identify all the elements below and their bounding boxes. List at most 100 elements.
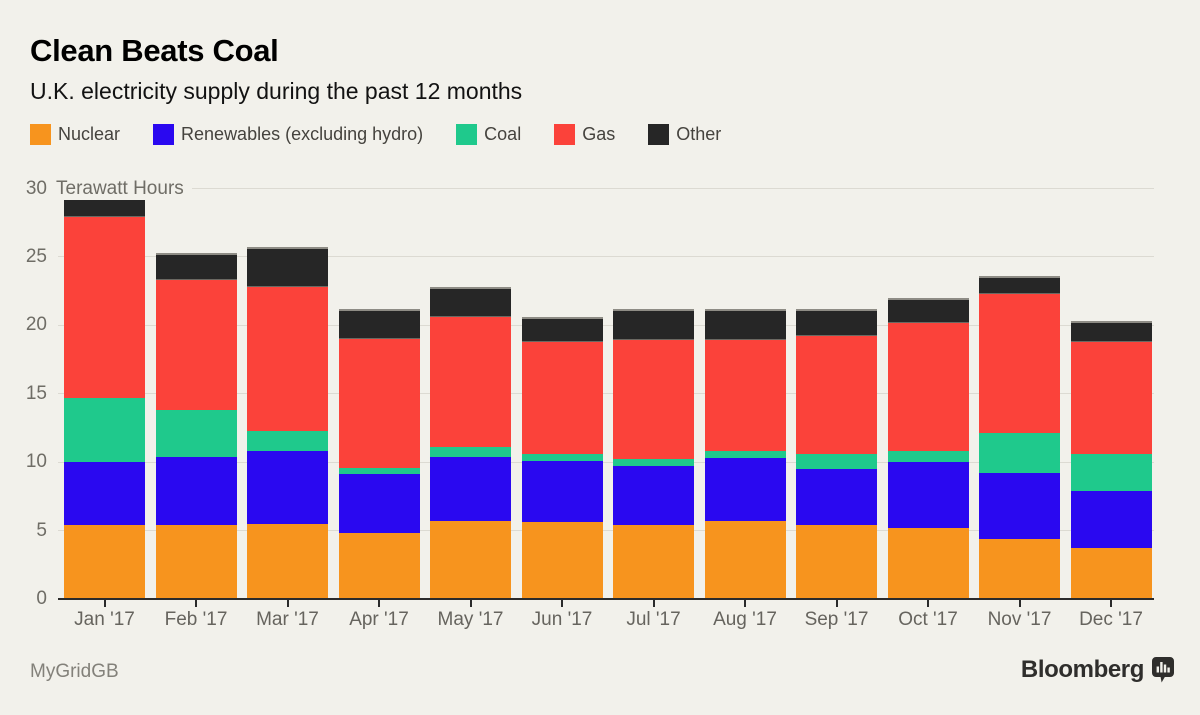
segment-gas-may-17 [430, 317, 511, 448]
segment-coal-apr-17 [338, 467, 420, 475]
segment-renewables-excluding-hydro-nov-17 [979, 473, 1060, 539]
legend-swatch-gas [554, 124, 576, 145]
segment-coal-aug-17 [704, 451, 786, 459]
legend-swatch-other [648, 124, 670, 145]
segment-other-apr-17 [338, 308, 420, 339]
legend: Nuclear Renewables (excluding hydro) Coal G… [30, 124, 721, 145]
gridline-30 [58, 188, 1154, 189]
segment-renewables-excluding-hydro-feb-17 [155, 456, 237, 526]
segment-coal-nov-17 [979, 433, 1060, 474]
x-axis-label-sep-17: Sep '17 [804, 609, 869, 630]
segment-coal-jun-17 [521, 453, 603, 461]
x-tick-nov-17 [1018, 600, 1021, 607]
segment-other-feb-17 [155, 252, 237, 281]
segment-renewables-excluding-hydro-jul-17 [613, 466, 694, 526]
segment-renewables-excluding-hydro-jan-17 [64, 462, 145, 526]
segment-gas-nov-17 [979, 293, 1060, 434]
segment-nuclear-jun-17 [521, 522, 603, 599]
gridline-5 [58, 530, 1154, 532]
segment-nuclear-may-17 [430, 520, 511, 599]
gridline-10 [58, 461, 1154, 463]
y-axis-unit: Terawatt Hours [56, 177, 184, 199]
x-tick-jun-17 [561, 600, 563, 607]
segment-nuclear-nov-17 [979, 538, 1060, 599]
x-axis-label-may-17: May '17 [437, 609, 504, 630]
segment-other-dec-17 [1070, 321, 1152, 342]
segment-coal-oct-17 [887, 451, 969, 463]
legend-item-nuclear: Nuclear [30, 124, 120, 145]
bar-jan-17 [64, 195, 145, 599]
legend-label-gas: Gas [582, 124, 616, 144]
segment-nuclear-oct-17 [887, 527, 969, 599]
y-axis-unit-label: 30 Terawatt Hours [7, 177, 192, 200]
segment-gas-oct-17 [887, 322, 969, 452]
x-tick-jul-17 [652, 600, 655, 607]
legend-item-coal: Coal [456, 124, 521, 145]
segment-other-sep-17 [796, 308, 877, 337]
segment-renewables-excluding-hydro-sep-17 [796, 468, 877, 526]
bar-nov-17 [979, 276, 1060, 599]
x-axis-label-aug-17: Aug '17 [713, 609, 777, 630]
bar-jul-17 [613, 308, 694, 599]
segment-gas-mar-17 [247, 286, 328, 431]
x-axis-label-feb-17: Feb '17 [164, 609, 228, 630]
legend-label-other: Other [676, 124, 722, 144]
segment-coal-may-17 [430, 447, 511, 457]
legend-item-gas: Gas [554, 124, 615, 145]
segment-renewables-excluding-hydro-oct-17 [887, 462, 969, 528]
x-tick-oct-17 [927, 600, 929, 607]
bloomberg-chart-bubble-icon [1152, 657, 1174, 683]
segment-nuclear-feb-17 [155, 525, 237, 599]
segment-gas-jan-17 [64, 217, 145, 398]
bar-sep-17 [796, 308, 877, 599]
segment-other-aug-17 [704, 308, 786, 341]
x-tick-apr-17 [378, 600, 380, 607]
segment-nuclear-mar-17 [247, 523, 328, 599]
gridline-25 [58, 256, 1154, 258]
y-axis-label-25: 25 [25, 245, 47, 267]
bar-oct-17 [887, 298, 969, 599]
bar-mar-17 [247, 247, 328, 599]
x-tick-mar-17 [286, 600, 289, 607]
gridline-20 [58, 324, 1154, 326]
gridline-15 [58, 393, 1154, 395]
segment-nuclear-jan-17 [64, 525, 145, 599]
legend-item-renewables-excluding-hydro: Renewables (excluding hydro) [153, 124, 423, 145]
bar-may-17 [430, 287, 511, 599]
x-axis-label-jul-17: Jul '17 [626, 609, 681, 630]
segment-coal-jan-17 [64, 397, 145, 463]
segment-gas-dec-17 [1070, 341, 1152, 454]
x-axis-label-jan-17: Jan '17 [74, 609, 135, 630]
x-axis-label-oct-17: Oct '17 [898, 609, 958, 630]
segment-renewables-excluding-hydro-apr-17 [338, 474, 420, 534]
segment-other-oct-17 [887, 298, 969, 323]
legend-label-nuclear: Nuclear [58, 124, 121, 144]
segment-other-mar-17 [247, 247, 328, 287]
x-axis-label-apr-17: Apr '17 [349, 609, 409, 630]
legend-swatch-coal [456, 124, 478, 145]
legend-label-renewables-excluding-hydro: Renewables (excluding hydro) [181, 124, 424, 144]
segment-renewables-excluding-hydro-jun-17 [521, 460, 603, 523]
y-axis-label-30: 30 [25, 177, 47, 199]
y-axis-label-0: 0 [36, 588, 47, 609]
segment-nuclear-dec-17 [1070, 548, 1152, 599]
segment-gas-jun-17 [521, 341, 603, 454]
legend-swatch-renewables-excluding-hydro [153, 124, 175, 145]
x-tick-jan-17 [103, 600, 106, 607]
segment-gas-feb-17 [155, 280, 237, 411]
segment-coal-dec-17 [1070, 453, 1152, 491]
segment-gas-apr-17 [338, 338, 420, 468]
x-tick-feb-17 [195, 600, 197, 607]
bar-feb-17 [155, 252, 237, 599]
x-axis-label-dec-17: Dec '17 [1079, 609, 1143, 630]
segment-renewables-excluding-hydro-aug-17 [704, 458, 786, 521]
segment-renewables-excluding-hydro-may-17 [430, 456, 511, 521]
legend-item-other: Other [648, 124, 721, 145]
x-tick-dec-17 [1110, 600, 1112, 607]
segment-other-may-17 [430, 287, 511, 318]
source-label: MyGridGB [30, 661, 119, 682]
x-axis-label-mar-17: Mar '17 [256, 609, 319, 630]
x-tick-may-17 [469, 600, 472, 607]
